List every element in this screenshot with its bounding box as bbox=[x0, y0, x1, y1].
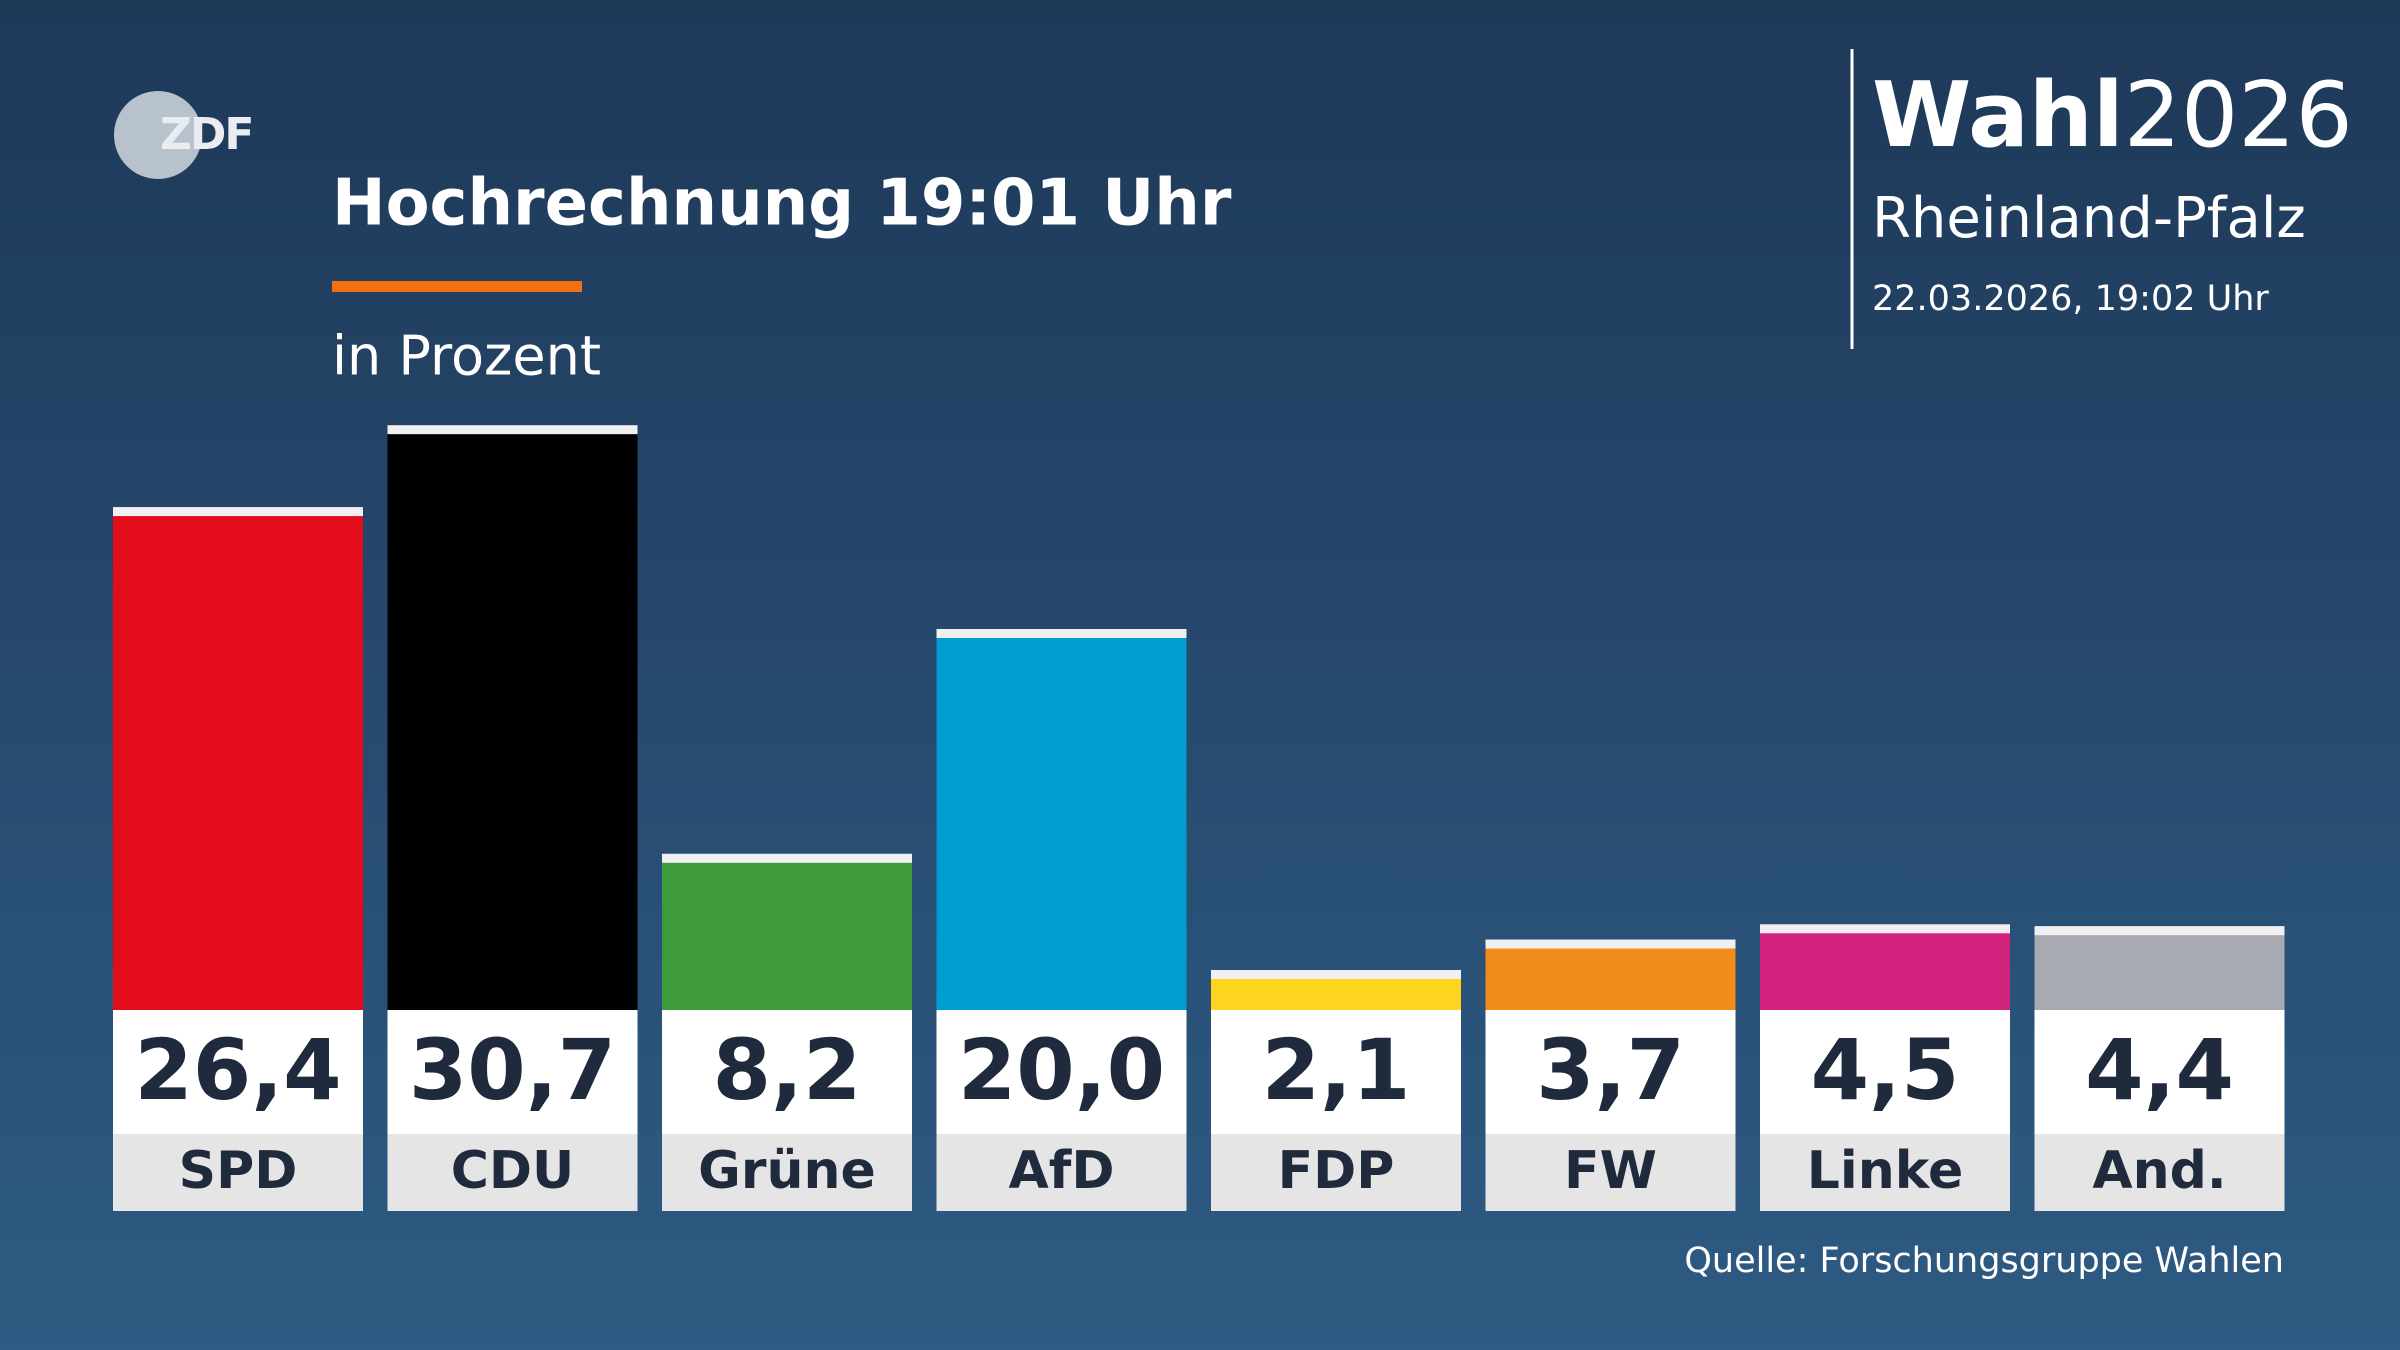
chart-title: Hochrechnung 19:01 Uhr bbox=[332, 167, 1232, 241]
category-label: Grüne bbox=[698, 1141, 876, 1201]
label-box bbox=[113, 1134, 363, 1211]
value-label: 4,4 bbox=[2085, 1021, 2234, 1119]
bar-cap bbox=[2034, 926, 2285, 936]
timestamp: 22.03.2026, 19:02 Uhr bbox=[1872, 279, 2269, 319]
value-box bbox=[2034, 1010, 2285, 1134]
bar bbox=[1485, 939, 1736, 1010]
bar-cap bbox=[1485, 939, 1736, 949]
label-box bbox=[2034, 1134, 2285, 1211]
label-box bbox=[1211, 1134, 1461, 1211]
logo: ZDF bbox=[160, 109, 252, 160]
value-box bbox=[387, 1010, 638, 1134]
bar-cap bbox=[662, 853, 912, 863]
value-label: 8,2 bbox=[713, 1021, 862, 1119]
bar bbox=[936, 629, 1187, 1010]
label-box bbox=[387, 1134, 638, 1211]
value-box bbox=[1211, 1010, 1461, 1134]
value-box bbox=[1485, 1010, 1736, 1134]
value-label: 2,1 bbox=[1262, 1021, 1411, 1119]
brand: Wahl2026 bbox=[1872, 63, 2353, 168]
source: Quelle: Forschungsgruppe Wahlen bbox=[1684, 1241, 2284, 1281]
category-label: FW bbox=[1564, 1141, 1657, 1201]
category-label: AfD bbox=[1008, 1141, 1114, 1201]
value-label: 3,7 bbox=[1536, 1021, 1685, 1119]
category-label: FDP bbox=[1278, 1141, 1395, 1201]
subtitle: in Prozent bbox=[332, 325, 601, 388]
value-box bbox=[113, 1010, 363, 1134]
label-box bbox=[1760, 1134, 2010, 1211]
value-label: 4,5 bbox=[1811, 1021, 1960, 1119]
category-label: And. bbox=[2092, 1141, 2226, 1201]
bar bbox=[1760, 924, 2010, 1010]
label-box bbox=[936, 1134, 1187, 1211]
bar-cap bbox=[1211, 969, 1461, 979]
category-label: CDU bbox=[451, 1141, 575, 1201]
bar bbox=[2034, 926, 2285, 1010]
label-box bbox=[662, 1134, 912, 1211]
value-label: 30,7 bbox=[409, 1021, 616, 1119]
bar-cap bbox=[1760, 924, 2010, 934]
logo-circle bbox=[114, 91, 202, 179]
value-label: 20,0 bbox=[958, 1021, 1165, 1119]
brand-bold: Wahl bbox=[1872, 63, 2124, 168]
brand-light: 2026 bbox=[2124, 63, 2353, 168]
bar bbox=[662, 853, 912, 1010]
bar bbox=[113, 507, 363, 1010]
region: Rheinland-Pfalz bbox=[1872, 186, 2306, 251]
category-label: SPD bbox=[179, 1141, 298, 1201]
title-underline bbox=[332, 281, 582, 292]
value-box bbox=[662, 1010, 912, 1134]
value-label: 26,4 bbox=[134, 1021, 341, 1119]
bar-cap bbox=[387, 425, 638, 435]
category-label: Linke bbox=[1807, 1141, 1963, 1201]
bar-cap bbox=[936, 629, 1187, 638]
value-box bbox=[1760, 1010, 2010, 1134]
value-box bbox=[936, 1010, 1187, 1134]
bar-cap bbox=[113, 507, 363, 517]
label-box bbox=[1485, 1134, 1736, 1211]
bar bbox=[387, 425, 638, 1010]
